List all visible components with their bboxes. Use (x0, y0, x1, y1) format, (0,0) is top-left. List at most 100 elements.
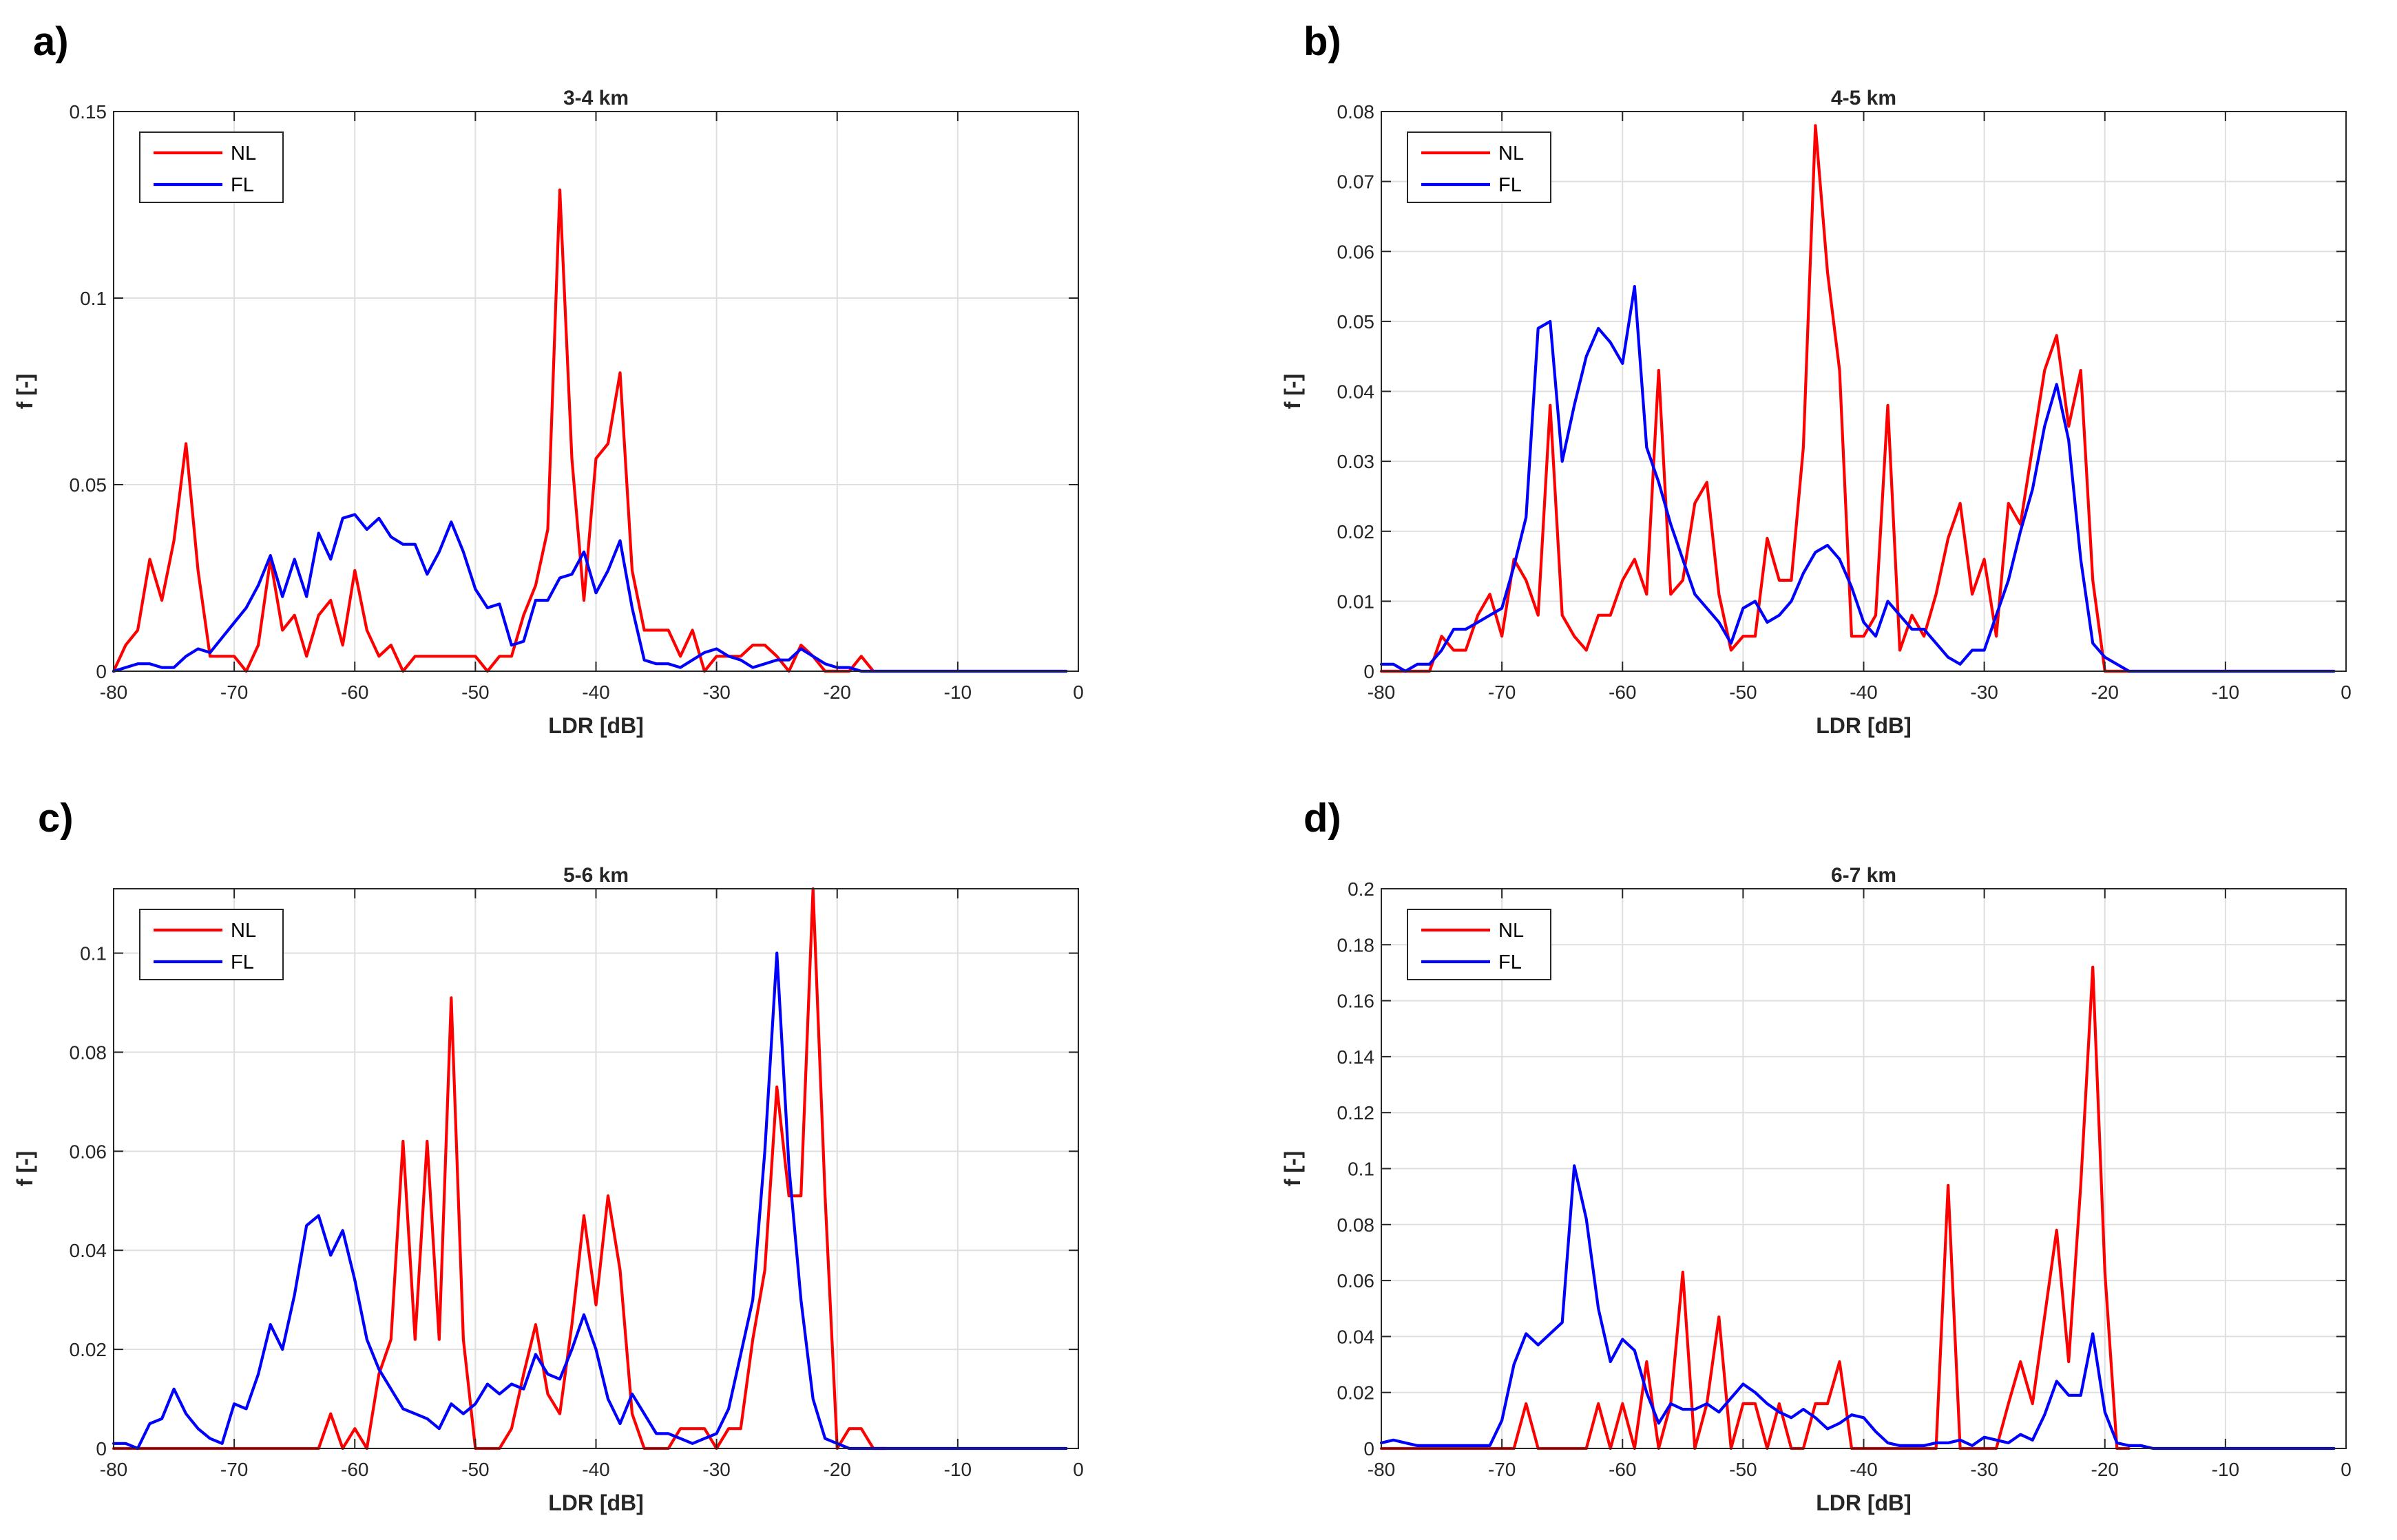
legend-label-fl: FL (231, 174, 254, 196)
y-tick-label: 0.08 (1337, 1214, 1375, 1236)
y-tick-label: 0 (96, 661, 107, 682)
legend-box (1407, 909, 1551, 980)
y-tick-label: 0.07 (1337, 171, 1375, 193)
legend-label-nl: NL (231, 920, 256, 942)
chart-title: 6-7 km (1831, 864, 1896, 887)
y-tick-label: 0.02 (70, 1339, 107, 1360)
x-tick-label: 0 (2341, 682, 2352, 703)
x-tick-label: -20 (2091, 682, 2119, 703)
x-tick-label: -50 (461, 1459, 489, 1480)
legend-label-fl: FL (1498, 174, 1522, 196)
y-tick-label: 0.14 (1337, 1046, 1375, 1068)
x-tick-label: -10 (944, 682, 972, 703)
legend-label-nl: NL (1498, 143, 1524, 165)
y-tick-label: 0.06 (70, 1141, 107, 1162)
legend-label-fl: FL (231, 951, 254, 973)
legend-label-fl: FL (1498, 951, 1522, 973)
x-tick-label: -80 (100, 1459, 127, 1480)
y-tick-label: 0.05 (1337, 311, 1375, 333)
x-tick-label: -70 (1488, 682, 1516, 703)
chart-title: 3-4 km (563, 87, 629, 109)
y-axis-label: f [-] (1280, 1151, 1305, 1187)
legend: NL FL (1407, 131, 1551, 203)
legend-label-nl: NL (1498, 920, 1524, 942)
legend-label-nl: NL (231, 143, 256, 165)
x-tick-label: -60 (341, 682, 368, 703)
y-tick-label: 0.1 (1348, 1159, 1374, 1180)
y-tick-label: 0.08 (1337, 101, 1375, 123)
y-tick-label: 0.18 (1337, 934, 1375, 956)
x-tick-label: -40 (1850, 1459, 1877, 1480)
y-tick-label: 0.03 (1337, 451, 1375, 472)
x-tick-label: -30 (702, 1459, 730, 1480)
series-line-fl (1379, 285, 2336, 673)
x-tick-label: -10 (944, 1459, 972, 1480)
x-tick-label: 0 (1073, 1459, 1084, 1480)
y-tick-label: 0.16 (1337, 991, 1375, 1012)
chart-title: 4-5 km (1831, 87, 1896, 109)
x-tick-label: -50 (1729, 682, 1757, 703)
panel-3: c) -80 -70 -60 -50 -40 -30 -20 -10 0 0 0.02 0.04 0.06… (12, 796, 1084, 1515)
x-tick-label: -10 (2212, 682, 2239, 703)
series-line-nl (112, 188, 875, 673)
panel-letter: b) (1304, 19, 1341, 64)
x-tick-label: -60 (341, 1459, 368, 1480)
y-tick-label: 0.2 (1348, 878, 1374, 900)
x-tick-label: -30 (1970, 1459, 1998, 1480)
panel-1: a) -80 -70 -60 -50 -40 -30 -20 -10 0 0 0.05 0.1 0.15 3… (12, 19, 1084, 738)
x-axis-label: LDR [dB] (548, 1490, 644, 1515)
legend: NL FL (1407, 909, 1551, 980)
y-tick-label: 0 (96, 1438, 107, 1459)
legend-box (139, 131, 284, 203)
x-tick-label: -20 (2091, 1459, 2119, 1480)
y-tick-label: 0.04 (1337, 381, 1375, 403)
y-tick-label: 0.02 (1337, 521, 1375, 542)
legend: NL FL (139, 131, 284, 203)
y-tick-label: 0 (1363, 1438, 1374, 1459)
x-tick-label: -30 (1970, 682, 1998, 703)
y-tick-label: 0.04 (1337, 1326, 1375, 1347)
y-tick-label: 0.06 (1337, 1270, 1375, 1291)
panel-2: b) -80 -70 -60 -50 -40 -30 -20 -10 0 0 0.01 0.02 0.03… (1280, 19, 2352, 738)
panel-letter: c) (38, 796, 74, 841)
legend-box (1407, 131, 1551, 203)
x-tick-label: -40 (1850, 682, 1877, 703)
y-tick-label: 0.06 (1337, 241, 1375, 262)
x-axis-label: LDR [dB] (1816, 713, 1912, 738)
x-tick-label: -80 (100, 682, 127, 703)
x-tick-label: -20 (824, 682, 851, 703)
x-tick-label: -60 (1609, 682, 1636, 703)
y-tick-label: 0.04 (70, 1240, 107, 1261)
y-tick-label: 0.08 (70, 1042, 107, 1063)
x-tick-label: -80 (1368, 682, 1395, 703)
x-tick-label: 0 (2341, 1459, 2352, 1480)
x-tick-label: -50 (1729, 1459, 1757, 1480)
series-line-fl (112, 513, 1068, 673)
x-tick-label: -70 (1488, 1459, 1516, 1480)
legend-box (139, 909, 284, 980)
y-tick-label: 0.02 (1337, 1382, 1375, 1404)
x-tick-label: -30 (702, 682, 730, 703)
x-tick-label: 0 (1073, 682, 1084, 703)
y-tick-label: 0.05 (70, 474, 107, 496)
x-axis-label: LDR [dB] (548, 713, 644, 738)
x-tick-label: -50 (461, 682, 489, 703)
x-tick-label: -10 (2212, 1459, 2239, 1480)
panel-4: d) -80 -70 -60 -50 -40 -30 -20 -10 0 0 0.02 0.04 0.06… (1280, 796, 2352, 1515)
panel-letter: a) (33, 19, 69, 64)
x-tick-label: -70 (220, 1459, 248, 1480)
y-tick-label: 0.12 (1337, 1102, 1375, 1124)
legend: NL FL (139, 909, 284, 980)
y-tick-label: 0 (1363, 661, 1374, 682)
y-axis-label: f [-] (1280, 374, 1305, 410)
series-line-fl (1379, 1164, 2336, 1451)
x-tick-label: -60 (1609, 1459, 1636, 1480)
y-tick-label: 0.1 (80, 943, 107, 964)
y-axis-label: f [-] (12, 1151, 37, 1187)
x-tick-label: -40 (582, 1459, 609, 1480)
panel-letter: d) (1304, 796, 1341, 841)
x-tick-label: -80 (1368, 1459, 1395, 1480)
y-tick-label: 0.15 (70, 101, 107, 123)
y-tick-label: 0.01 (1337, 591, 1375, 612)
